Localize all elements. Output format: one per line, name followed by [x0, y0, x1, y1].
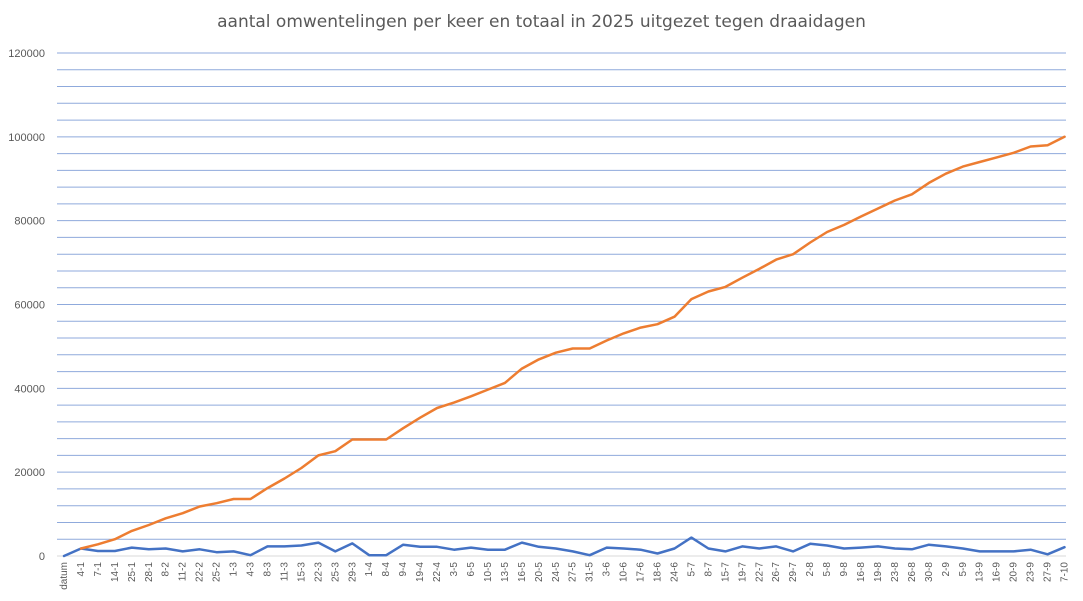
- x-axis-ticks: datum 4-1 7-1 14-1 25-1 28-1 8-2 11-2 22-2 25-2 1-…: [59, 562, 1071, 590]
- x-tick-label: 28-1: [144, 562, 155, 582]
- x-tick-label: 23-8: [890, 562, 901, 582]
- chart-title: aantal omwentelingen per keer en totaal …: [217, 12, 866, 32]
- series-line-1: [62, 536, 1066, 558]
- x-tick-label: 25-3: [330, 562, 341, 582]
- x-tick-label: 9-8: [839, 562, 850, 577]
- x-tick-label: 5-9: [958, 562, 969, 577]
- x-tick-label: 25-1: [127, 562, 138, 582]
- x-tick-label: 23-9: [1026, 562, 1037, 582]
- x-tick-label: datum: [59, 562, 70, 590]
- x-tick-label: 1-4: [364, 562, 375, 577]
- x-tick-label: 30-8: [924, 562, 935, 582]
- x-tick-label: 22-2: [195, 562, 206, 582]
- x-tick-label: 29-7: [788, 562, 799, 582]
- x-tick-label: 8-7: [703, 562, 714, 577]
- x-tick-label: 7-10: [1060, 562, 1071, 582]
- x-tick-label: 5-7: [686, 562, 697, 577]
- x-tick-label: 14-1: [110, 562, 121, 582]
- x-tick-label: 6-5: [466, 562, 477, 577]
- x-tick-label: 26-7: [771, 562, 782, 582]
- y-axis-ticks: 0 20000 40000 60000 80000 100000 120000: [8, 48, 45, 563]
- x-tick-label: 27-9: [1043, 562, 1054, 582]
- x-tick-label: 4-3: [246, 562, 257, 577]
- y-tick-label: 20000: [14, 467, 45, 479]
- x-tick-label: 8-3: [262, 562, 273, 577]
- x-tick-label: 16-9: [992, 562, 1003, 582]
- y-tick-label: 100000: [8, 132, 45, 144]
- x-tick-label: 24-5: [551, 562, 562, 582]
- x-tick-label: 25-2: [212, 562, 223, 582]
- gridlines: [57, 52, 1066, 557]
- x-tick-label: 19-4: [415, 562, 426, 582]
- x-tick-label: 16-8: [856, 562, 867, 582]
- series-line-2: [79, 135, 1066, 550]
- x-tick-label: 10-5: [483, 562, 494, 582]
- x-tick-label: 13-9: [975, 562, 986, 582]
- x-tick-label: 9-4: [398, 562, 409, 577]
- x-tick-label: 22-3: [313, 562, 324, 582]
- x-tick-label: 5-8: [822, 562, 833, 577]
- x-tick-label: 29-3: [347, 562, 358, 582]
- x-tick-label: 22-4: [432, 562, 443, 582]
- y-tick-label: 40000: [14, 383, 45, 395]
- x-tick-label: 3-5: [449, 562, 460, 577]
- x-tick-label: 26-8: [907, 562, 918, 582]
- x-tick-label: 8-2: [161, 562, 172, 577]
- x-tick-label: 27-5: [568, 562, 579, 582]
- x-tick-label: 16-5: [517, 562, 528, 582]
- y-tick-label: 0: [39, 551, 45, 563]
- x-tick-label: 19-8: [873, 562, 884, 582]
- x-tick-label: 3-6: [602, 562, 613, 577]
- x-tick-label: 2-8: [805, 562, 816, 577]
- x-tick-label: 13-5: [500, 562, 511, 582]
- x-tick-label: 24-6: [669, 562, 680, 582]
- x-tick-label: 18-6: [653, 562, 664, 582]
- x-tick-label: 15-3: [296, 562, 307, 582]
- x-tick-label: 1-3: [229, 562, 240, 577]
- x-tick-label: 2-9: [941, 562, 952, 577]
- x-tick-label: 7-1: [93, 562, 104, 577]
- y-tick-label: 80000: [14, 216, 45, 228]
- x-tick-label: 31-5: [585, 562, 596, 582]
- x-tick-label: 4-1: [76, 562, 87, 577]
- x-tick-label: 11-2: [178, 562, 189, 582]
- y-tick-label: 60000: [14, 300, 45, 312]
- x-tick-label: 20-9: [1009, 562, 1020, 582]
- x-tick-label: 11-3: [279, 562, 290, 582]
- x-tick-label: 17-6: [636, 562, 647, 582]
- x-tick-label: 15-7: [720, 562, 731, 582]
- x-tick-label: 22-7: [754, 562, 765, 582]
- x-tick-label: 8-4: [381, 562, 392, 577]
- y-tick-label: 120000: [8, 48, 45, 60]
- x-tick-label: 20-5: [534, 562, 545, 582]
- x-tick-label: 10-6: [619, 562, 630, 582]
- series: [62, 135, 1066, 558]
- x-tick-label: 19-7: [737, 562, 748, 582]
